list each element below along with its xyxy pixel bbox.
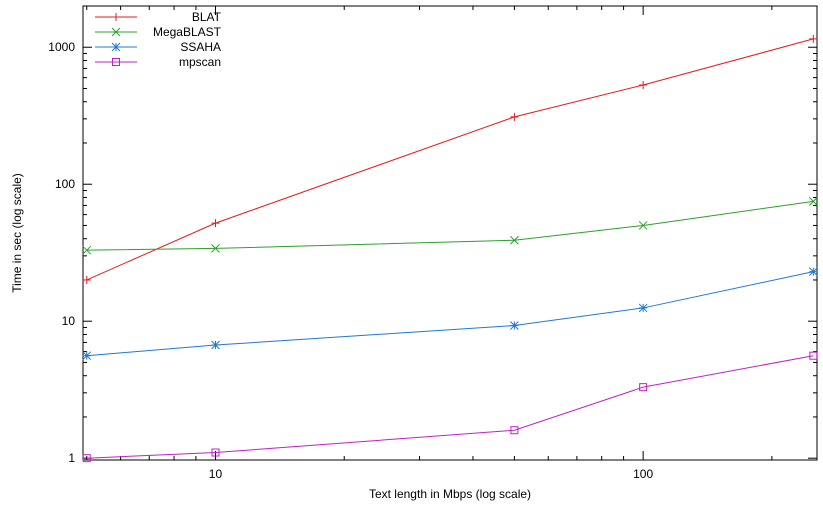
y-tick-label: 1000 (48, 40, 75, 54)
legend-marker-blat (112, 13, 120, 21)
series-line-ssaha (86, 271, 814, 357)
x-tick-label: 10 (209, 467, 223, 481)
legend-label-mpscan: mpscan (179, 55, 221, 69)
data-point-megablast (638, 221, 648, 230)
legend-label-ssaha: SSAHA (180, 40, 221, 54)
legend-marker-mpscan (112, 58, 120, 66)
data-point-ssaha (211, 340, 220, 350)
data-point-ssaha (808, 267, 818, 277)
data-point-blat (510, 112, 519, 121)
y-tick-label: 1 (68, 451, 75, 465)
data-point-mpscan (510, 426, 519, 435)
data-point-mpscan (639, 383, 648, 392)
legend-marker-megablast (111, 27, 121, 37)
data-point-ssaha (638, 303, 648, 313)
data-point-mpscan (809, 351, 818, 360)
data-point-blat (82, 275, 91, 284)
x-tick-label: 100 (633, 467, 653, 481)
series-line-megablast (86, 200, 814, 251)
ticks-layer: 1 10 100 1000 10 100 (48, 5, 817, 481)
legend-marker-ssaha (111, 42, 121, 52)
data-point-blat (211, 219, 220, 228)
data-point-megablast (510, 235, 519, 245)
series-line-mpscan (86, 355, 814, 459)
series-line-blat (86, 38, 814, 281)
legend-label-megablast: MegaBLAST (153, 25, 222, 39)
data-point-mpscan (211, 448, 220, 457)
y-tick-label: 10 (62, 314, 76, 328)
series-layer (82, 34, 818, 463)
data-point-blat (809, 34, 818, 43)
data-point-ssaha (82, 351, 92, 361)
y-axis-label: Time in sec (log scale) (10, 173, 24, 293)
data-point-ssaha (510, 321, 519, 330)
data-point-mpscan (82, 454, 91, 463)
data-point-blat (639, 81, 648, 90)
y-tick-label: 100 (55, 177, 75, 191)
plot-frame (82, 5, 818, 461)
data-point-megablast (82, 245, 92, 255)
x-axis-label: Text length in Mbps (log scale) (369, 487, 531, 501)
data-point-megablast (211, 244, 220, 253)
legend-label-blat: BLAT (192, 10, 222, 24)
data-point-megablast (808, 196, 818, 206)
